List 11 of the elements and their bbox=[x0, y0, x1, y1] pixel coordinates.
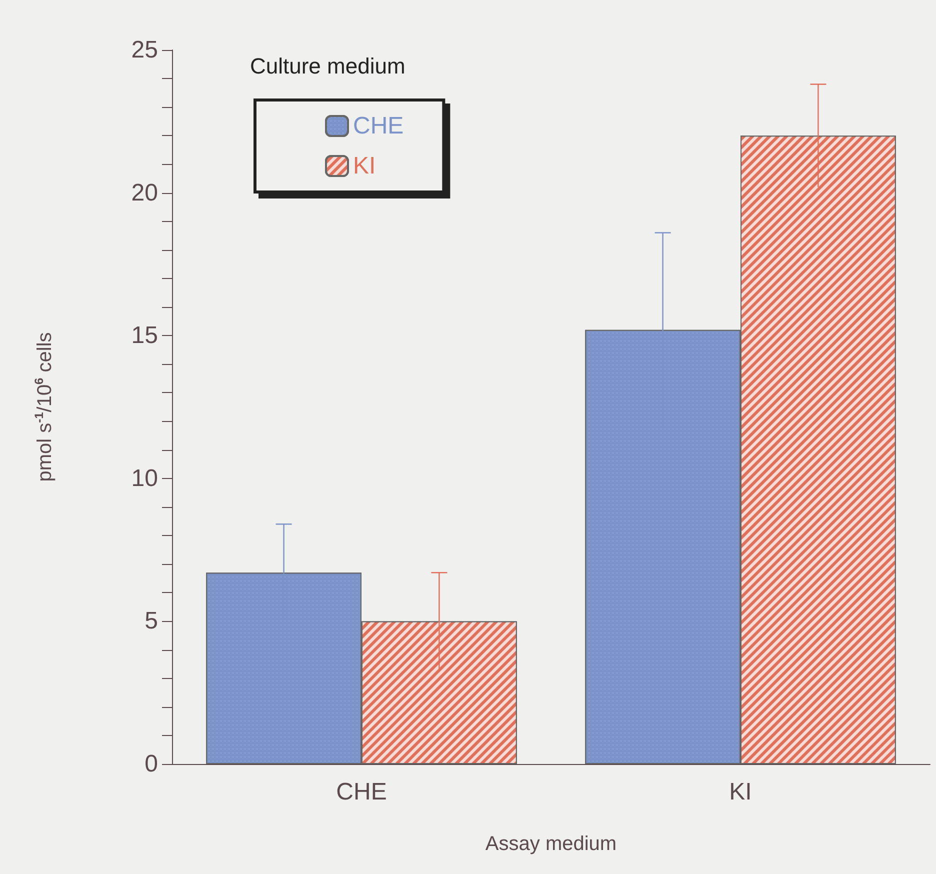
y-tick-label: 10 bbox=[131, 464, 158, 492]
y-axis-title: pmol s-1/106 cells bbox=[32, 332, 56, 482]
x-axis-title: Assay medium bbox=[485, 833, 617, 855]
y-tick-label: 5 bbox=[144, 608, 158, 635]
y-tick-label: 15 bbox=[131, 322, 158, 350]
legend-title: Culture medium bbox=[250, 54, 406, 78]
legend-label: CHE bbox=[353, 112, 404, 140]
y-tick-label: 25 bbox=[131, 36, 158, 64]
legend-label: KI bbox=[353, 152, 376, 180]
y-tick-label: 0 bbox=[144, 750, 158, 778]
y-tick-label: 20 bbox=[131, 179, 158, 206]
